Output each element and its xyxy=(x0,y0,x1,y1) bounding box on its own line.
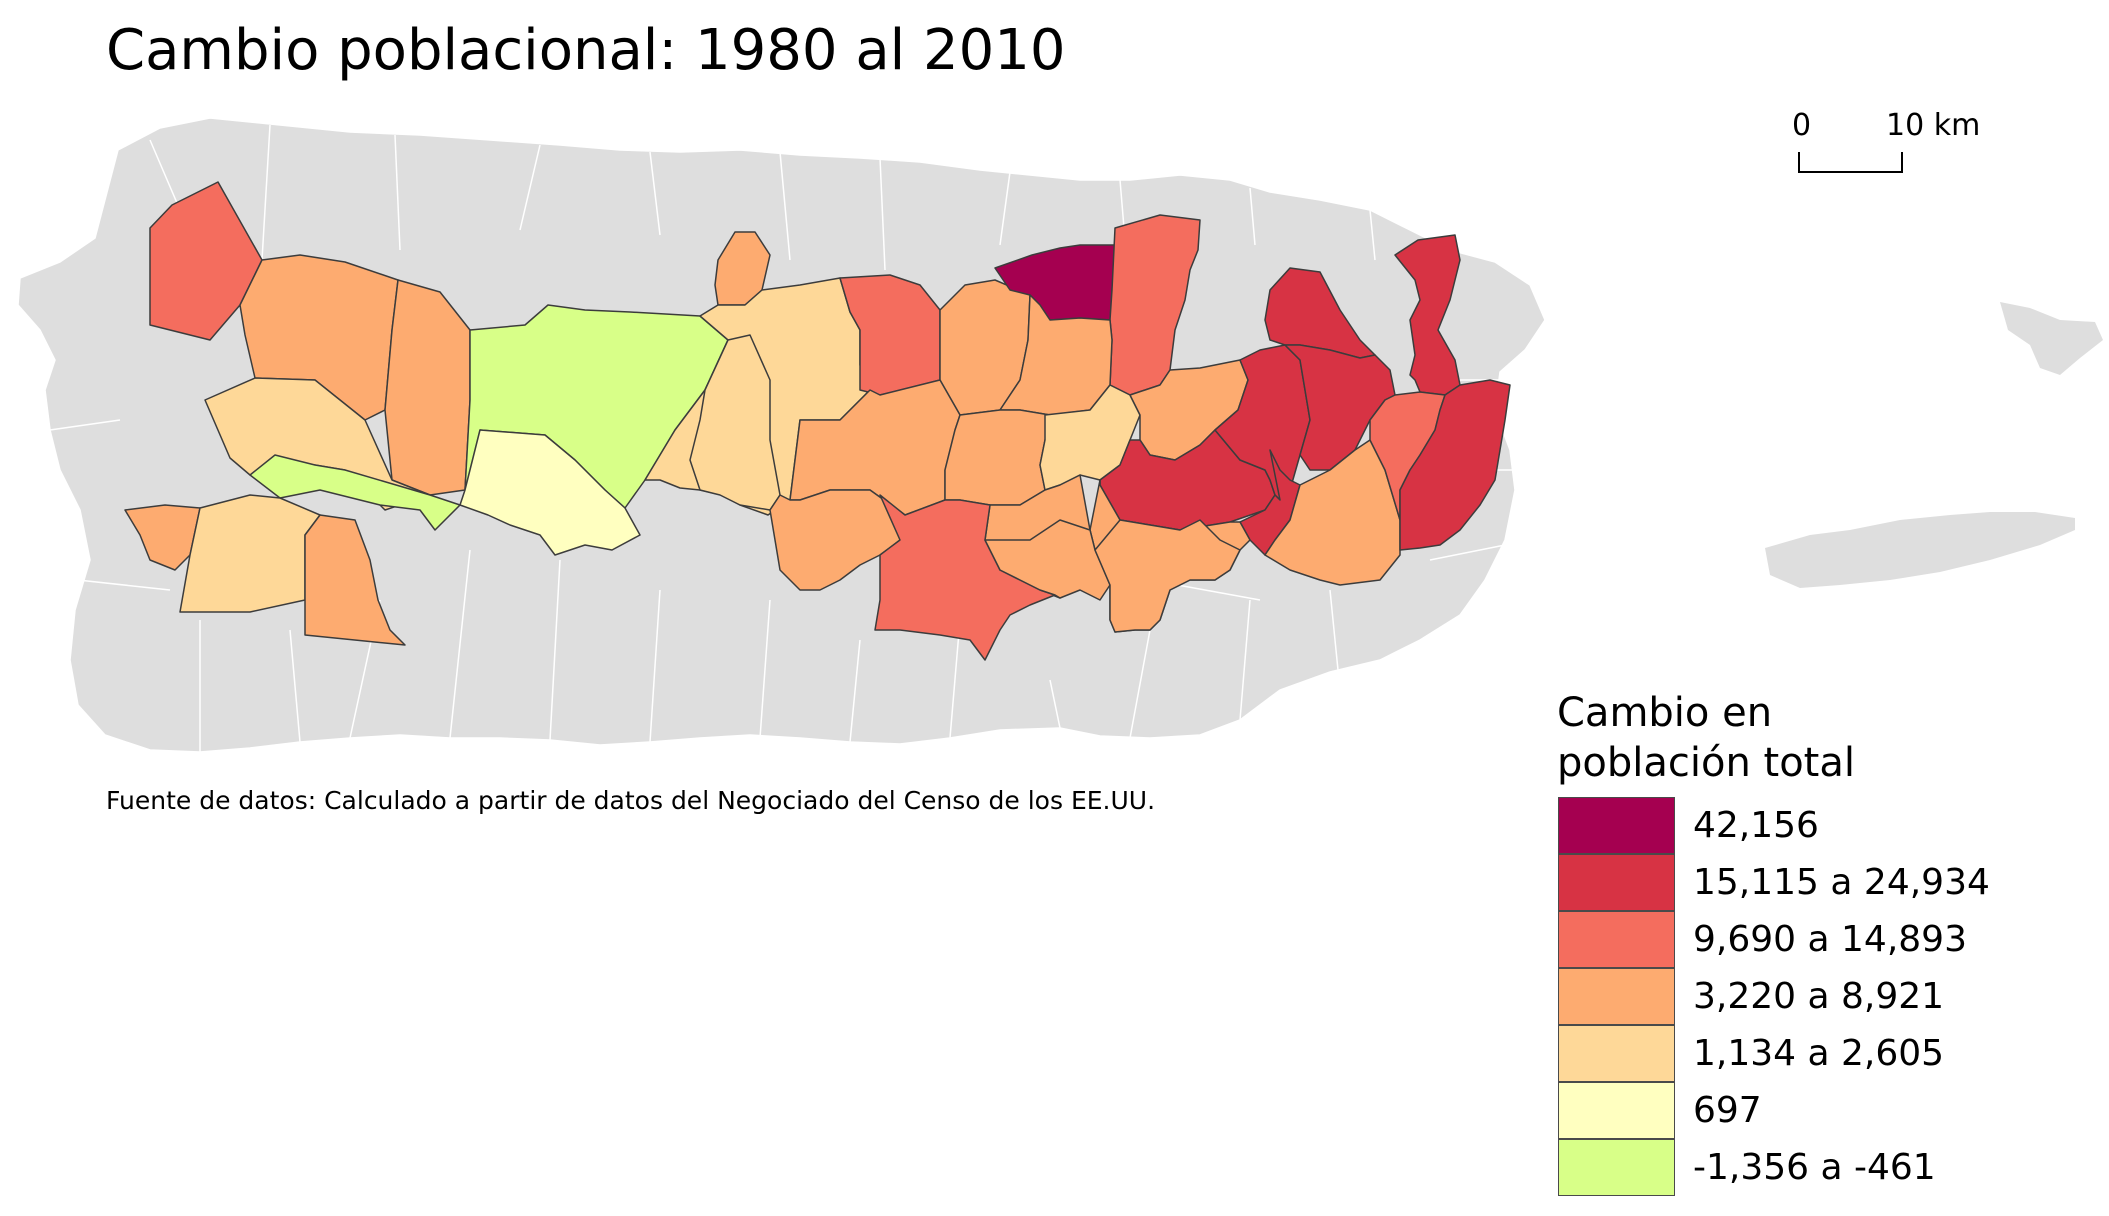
choropleth-regions xyxy=(124,181,1511,661)
island-vieques xyxy=(1765,512,2075,588)
legend-title-line1: Cambio en xyxy=(1557,690,1773,736)
island-culebra xyxy=(2000,302,2103,375)
region-humacao-red[interactable] xyxy=(1399,379,1511,551)
scale-bar-start-label: 0 xyxy=(1792,108,1812,143)
region-salinas-orange[interactable] xyxy=(1094,519,1241,633)
legend-label: 9,690 a 14,893 xyxy=(1693,919,1967,960)
region-san-german-green[interactable] xyxy=(249,454,461,531)
legend-title-line2: población total xyxy=(1557,740,1855,786)
region-utuado-697[interactable] xyxy=(459,429,641,556)
legend-swatch xyxy=(1558,1025,1675,1082)
region-naranjito-orange[interactable] xyxy=(944,409,1051,506)
legend-swatch xyxy=(1558,797,1675,854)
legend-label: 15,115 a 24,934 xyxy=(1693,862,1990,903)
municipal-boundaries xyxy=(49,124,1512,752)
legend-label: 697 xyxy=(1693,1090,1762,1131)
legend-swatch xyxy=(1558,911,1675,968)
legend-swatch xyxy=(1558,1082,1675,1139)
scale-bar xyxy=(1798,152,1903,173)
legend-swatch xyxy=(1558,854,1675,911)
source-note: Fuente de datos: Calculado a partir de d… xyxy=(106,786,1156,815)
legend-swatch xyxy=(1558,968,1675,1025)
region-coamo-orange[interactable] xyxy=(984,519,1111,601)
region-lajas[interactable] xyxy=(304,514,406,646)
region-jayuya-pale[interactable] xyxy=(689,334,781,511)
region-villalba-red[interactable] xyxy=(874,494,1056,661)
legend-label: 3,220 a 8,921 xyxy=(1693,976,1945,1017)
region-sabana-grande[interactable] xyxy=(179,494,321,613)
region-barranquitas-orange[interactable] xyxy=(769,489,906,591)
map-title: Cambio poblacional: 1980 al 2010 xyxy=(106,18,1066,83)
legend-label: 1,134 a 2,605 xyxy=(1693,1033,1945,1074)
legend-label: 42,156 xyxy=(1693,805,1819,846)
legend-title: Cambio en población total xyxy=(1557,688,1997,788)
scale-bar-end-label: 10 km xyxy=(1886,108,1981,143)
legend-swatch xyxy=(1558,1139,1675,1196)
legend-label: -1,356 a -461 xyxy=(1693,1147,1936,1188)
region-cabo-rojo[interactable] xyxy=(124,504,201,571)
region-moca[interactable] xyxy=(384,279,471,496)
